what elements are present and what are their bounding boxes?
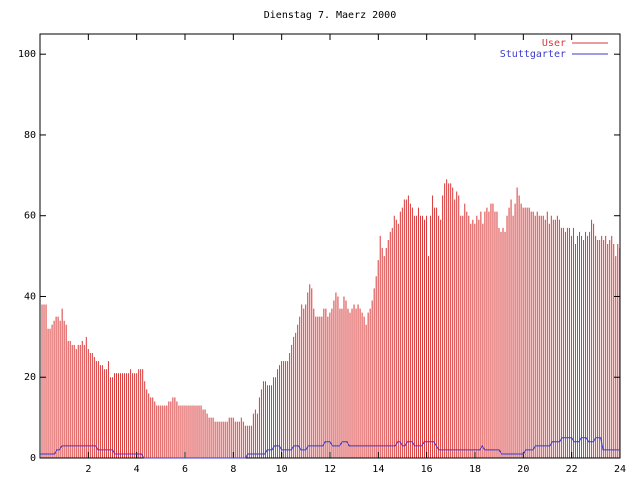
user-series-bars: [39, 179, 621, 458]
x-tick-label: 14: [372, 464, 384, 475]
tick-marks: [40, 34, 621, 459]
x-tick-label: 16: [421, 464, 433, 475]
y-tick-label: 60: [24, 211, 36, 222]
x-tick-label: 2: [85, 464, 91, 475]
x-tick-label: 10: [276, 464, 288, 475]
x-tick-label: 24: [614, 464, 626, 475]
chart-title: Dienstag 7. Maerz 2000: [264, 10, 396, 21]
legend-label: User: [542, 38, 566, 49]
y-tick-label: 80: [24, 130, 36, 141]
stuttgarter-series-line: [40, 437, 620, 459]
x-tick-label: 12: [324, 464, 336, 475]
legend-label: Stuttgarter: [500, 49, 566, 60]
y-tick-label: 40: [24, 291, 36, 302]
x-tick-label: 8: [230, 464, 236, 475]
x-tick-label: 4: [134, 464, 140, 475]
x-tick-label: 18: [469, 464, 481, 475]
y-tick-label: 20: [24, 372, 36, 383]
y-tick-label: 100: [18, 49, 36, 60]
x-tick-label: 22: [566, 464, 578, 475]
x-tick-label: 20: [517, 464, 529, 475]
y-tick-label: 0: [30, 453, 36, 464]
x-tick-label: 6: [182, 464, 188, 475]
